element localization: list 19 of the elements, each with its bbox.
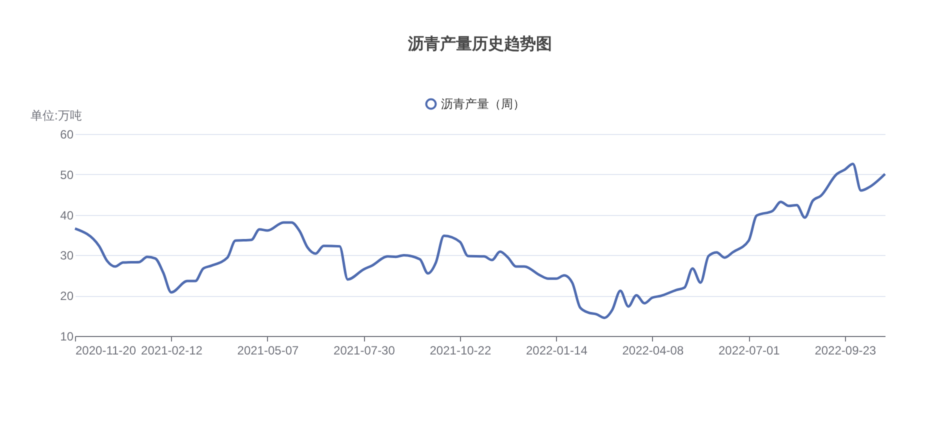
x-tick-label: 2021-02-12: [141, 344, 203, 358]
x-tick-label: 2022-07-01: [718, 344, 780, 358]
x-tick-label: 2022-04-08: [622, 344, 684, 358]
y-tick-label: 50: [60, 168, 74, 182]
y-tick-label: 10: [60, 330, 74, 344]
legend-label: 沥青产量（周）: [441, 97, 525, 111]
y-tick-label: 40: [60, 208, 74, 222]
x-tick-label: 2021-07-30: [334, 344, 396, 358]
y-tick-label: 30: [60, 248, 74, 263]
y-tick-label: 20: [60, 289, 74, 304]
line-series: [74, 162, 886, 320]
x-tick-label: 2021-10-22: [430, 344, 492, 358]
x-tick-label: 2021-05-07: [237, 344, 299, 358]
x-tick-label: 2022-01-14: [526, 344, 588, 358]
x-tick-label: 2022-09-23: [814, 344, 876, 358]
chart-title: 沥青产量历史趋势图: [407, 35, 552, 53]
x-tick-label: 2020-11-20: [76, 344, 136, 358]
y-axis-title: 单位:万吨: [30, 108, 82, 122]
y-tick-label: 60: [60, 128, 74, 142]
